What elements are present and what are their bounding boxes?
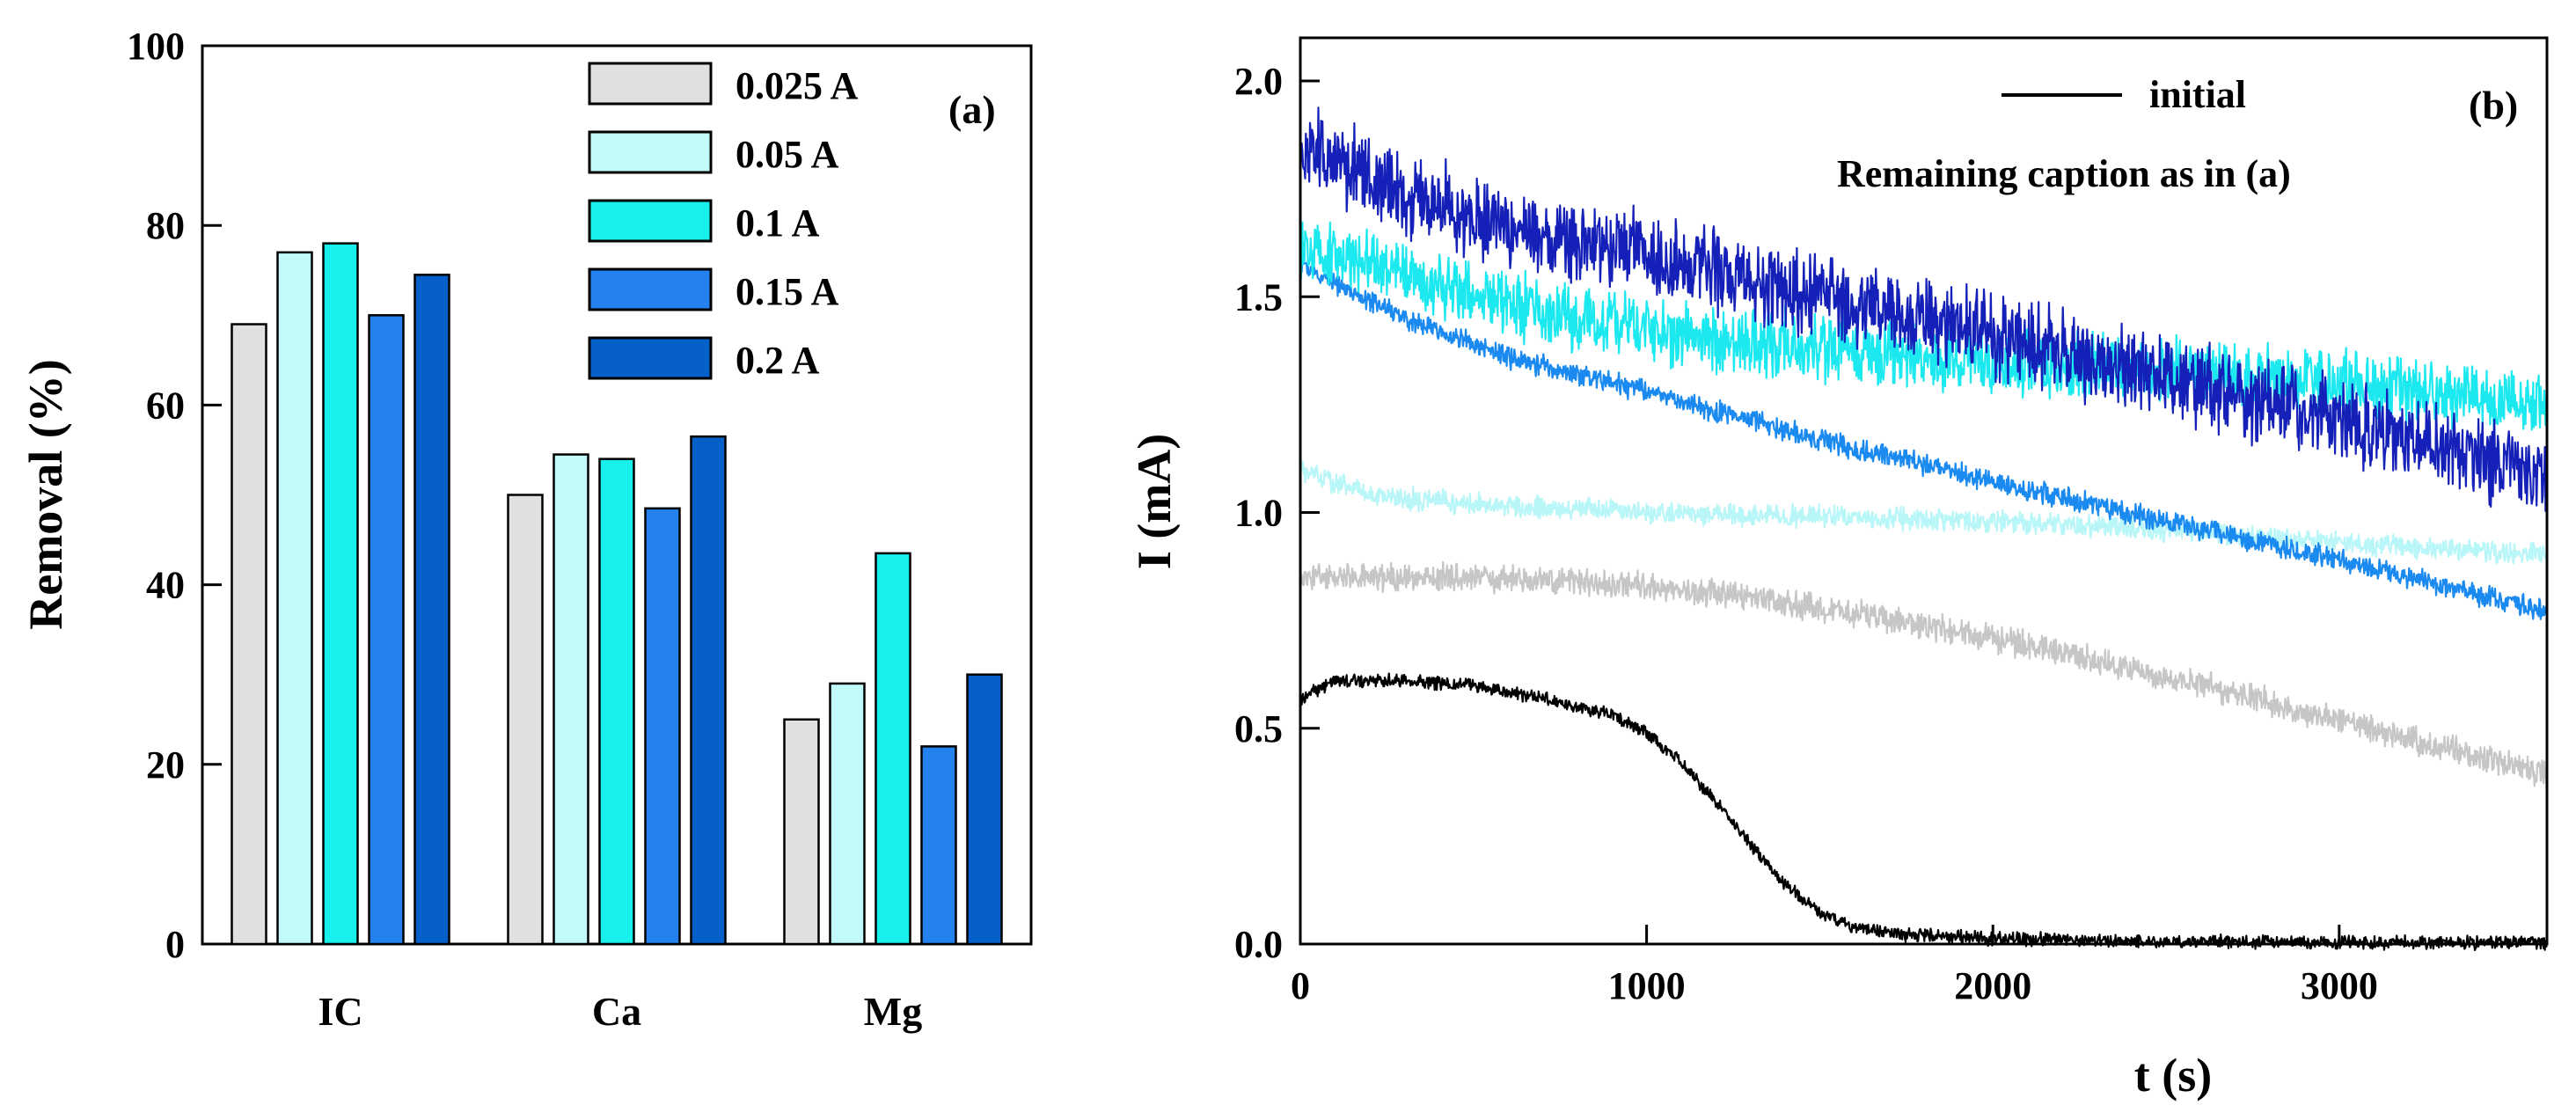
bar-chart-y-axis: 0 20 40 60 80 100: [127, 25, 222, 966]
line-chart-x-tick-label: 3000: [2301, 964, 2378, 1007]
legend-swatch-0.025A: [588, 62, 713, 106]
bar-Mg-0.1A: [875, 552, 911, 946]
bar-Mg-0.05A: [829, 682, 866, 946]
line-chart-x-tick-label: 2000: [1954, 964, 2031, 1007]
legend-swatch-0.1A: [588, 199, 713, 243]
bar-Mg-0.15A: [920, 745, 957, 946]
line-chart-y-axis: 0.0 0.5 1.0 1.5 2.0: [1234, 60, 1320, 966]
bar-chart-y-tick-label: 20: [146, 743, 185, 787]
series-line-0.025A: [1299, 560, 2549, 787]
bar-Mg-0.025A: [783, 718, 820, 946]
line-chart-x-tick-label: 0: [1291, 964, 1310, 1007]
line-chart-y-tick-label: 1.0: [1234, 492, 1283, 535]
legend-label-initial: initial: [2149, 73, 2246, 116]
bar-chart-y-axis-title: Removal (%): [19, 359, 72, 629]
line-chart-series: [1299, 106, 2549, 951]
line-chart-x-axis: 0 1000 2000 3000: [1291, 925, 2378, 1007]
line-chart-frame: [1299, 36, 2549, 946]
bar-IC-0.1A: [322, 242, 359, 946]
series-line-initial: [1299, 672, 2548, 951]
bar-Ca-0.025A: [507, 494, 544, 946]
line-chart-x-tick-label: 1000: [1608, 964, 1686, 1007]
bar-Ca-0.2A: [690, 435, 727, 946]
legend-label-0.025A: 0.025 A: [735, 64, 859, 107]
series-line-0.2A: [1299, 106, 2549, 512]
legend-label-0.2A: 0.2 A: [735, 339, 820, 382]
series-line-0.1A: [1299, 221, 2549, 431]
bar-chart-panel: 0 20 40 60 80 100 IC Ca Mg Removal (%) (a) 0.02…: [19, 25, 1033, 1034]
bar-Ca-0.1A: [598, 458, 635, 946]
series-line-0.05A: [1299, 460, 2549, 565]
bar-chart-y-tick-label: 80: [146, 204, 185, 247]
bar-chart-bars: [231, 242, 1003, 946]
legend-label-0.1A: 0.1 A: [735, 201, 820, 245]
bar-Ca-0.15A: [644, 507, 681, 946]
line-chart-legend: initial Remaining caption as in (a): [1837, 73, 2291, 195]
bar-IC-0.05A: [276, 251, 313, 946]
bar-chart-y-tick-label: 100: [127, 25, 185, 68]
bar-chart-y-tick-label: 60: [146, 384, 185, 427]
bar-chart-category-label: Ca: [592, 989, 641, 1034]
bar-Ca-0.05A: [553, 453, 589, 946]
legend-swatch-0.15A: [588, 267, 713, 311]
legend-swatch-0.05A: [588, 130, 713, 174]
line-chart-y-tick-label: 1.5: [1234, 275, 1283, 318]
bar-chart-category-label: Mg: [864, 989, 922, 1034]
line-chart-y-axis-title: I (mA): [1128, 434, 1181, 569]
line-chart-y-tick-label: 0.5: [1234, 707, 1283, 750]
line-chart-x-axis-title: t (s): [2134, 1049, 2212, 1102]
bar-IC-0.025A: [231, 323, 267, 946]
bar-Mg-0.2A: [966, 673, 1003, 946]
bar-chart-y-tick-label: 40: [146, 564, 185, 607]
legend-label-0.15A: 0.15 A: [735, 270, 839, 313]
series-line-0.15A: [1299, 255, 2549, 620]
bar-chart-panel-label: (a): [948, 87, 996, 132]
line-chart-y-tick-label: 0.0: [1234, 923, 1283, 966]
line-chart-y-tick-label: 2.0: [1234, 60, 1283, 103]
legend-label-0.05A: 0.05 A: [735, 133, 839, 176]
bar-chart-y-tick-label: 0: [165, 923, 185, 966]
bar-chart-category-label: IC: [318, 989, 362, 1034]
bar-IC-0.15A: [368, 314, 405, 946]
line-chart-panel: 0.0 0.5 1.0 1.5 2.0 0 1000 2000 3000 I (mA) t (…: [1128, 36, 2549, 1102]
legend-note: Remaining caption as in (a): [1837, 152, 2291, 195]
line-chart-panel-label: (b): [2469, 83, 2518, 128]
bar-chart-legend: 0.025 A 0.05 A 0.1 A 0.15 A 0.2 A: [588, 62, 859, 382]
bar-IC-0.2A: [413, 274, 450, 946]
legend-swatch-0.2A: [588, 336, 713, 380]
